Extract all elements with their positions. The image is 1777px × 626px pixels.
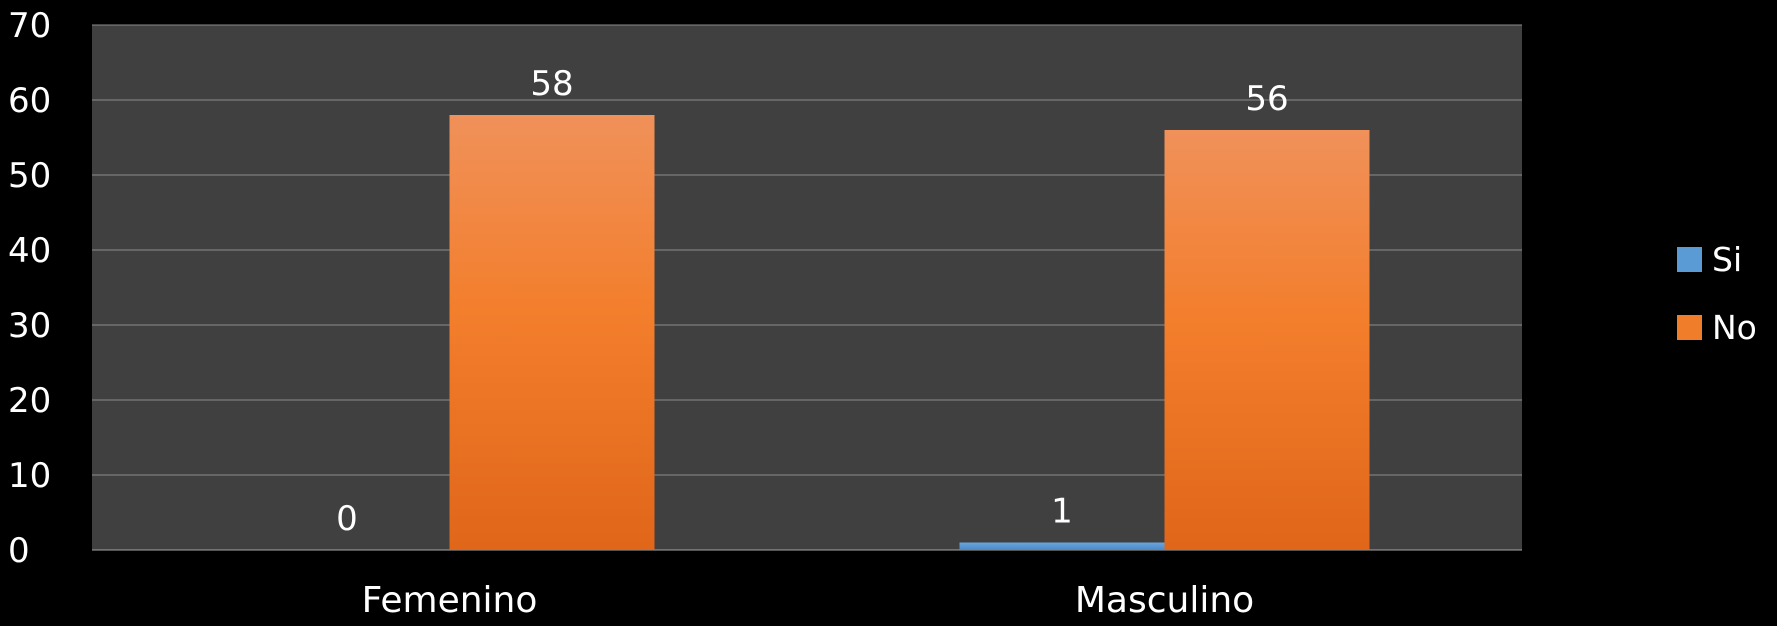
y-tick-label: 10 — [8, 456, 51, 496]
category-label: Masculino — [1075, 580, 1254, 621]
legend-swatch — [1677, 315, 1702, 340]
y-axis-ticks: 0 10 20 30 40 50 60 70 — [8, 6, 51, 571]
legend: Si No — [1677, 240, 1757, 347]
bars — [449, 115, 1370, 550]
legend-swatch — [1677, 247, 1702, 272]
category-label: Femenino — [362, 580, 538, 621]
y-tick-label: 40 — [8, 231, 51, 271]
legend-label: No — [1712, 308, 1757, 347]
y-tick-label: 60 — [8, 81, 51, 121]
y-tick-label: 30 — [8, 306, 51, 346]
data-label: 56 — [1245, 79, 1288, 119]
data-label: 58 — [530, 64, 573, 104]
bar-no-femenino — [449, 115, 655, 550]
y-tick-label: 20 — [8, 381, 51, 421]
legend-label: Si — [1712, 240, 1742, 279]
gridlines — [92, 24, 1522, 551]
y-tick-label: 70 — [8, 6, 51, 46]
data-labels: 0 58 1 56 — [336, 64, 1288, 539]
data-label: 0 — [336, 499, 358, 539]
data-label: 1 — [1051, 492, 1073, 532]
x-axis-categories: Femenino Masculino — [362, 580, 1255, 621]
y-tick-label: 50 — [8, 156, 51, 196]
bar-no-masculino — [1164, 130, 1370, 550]
bar-si-masculino — [959, 542, 1165, 550]
y-tick-label: 0 — [8, 531, 30, 571]
